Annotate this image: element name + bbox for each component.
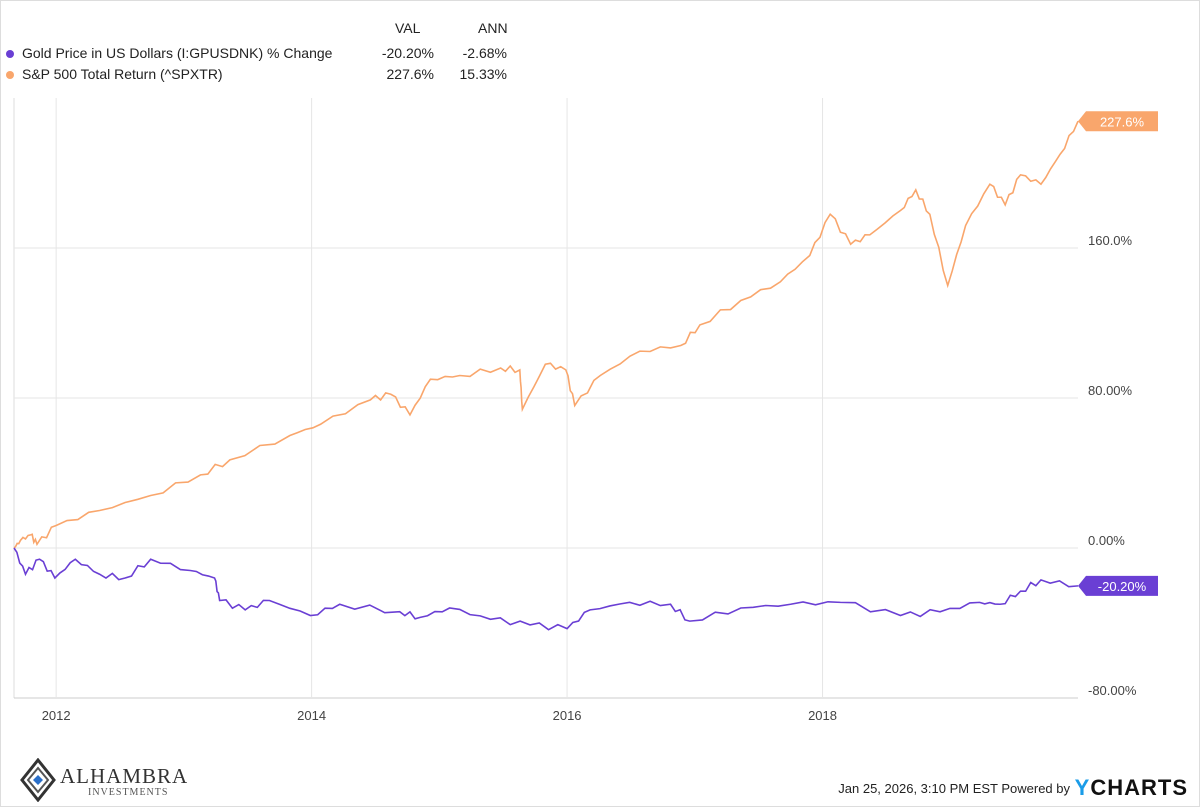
- legend-label: Gold Price in US Dollars (I:GPUSDNK) % C…: [22, 45, 333, 61]
- x-tick-label: 2014: [297, 708, 326, 723]
- x-tick-label: 2016: [553, 708, 582, 723]
- diamond-logo-icon: [20, 757, 56, 803]
- gold-dot-icon: [6, 50, 14, 58]
- ycharts-logo[interactable]: YCHARTS: [1075, 775, 1188, 801]
- sp500-dot-icon: [6, 71, 14, 79]
- x-tick-label: 2018: [808, 708, 837, 723]
- legend-header-ann: ANN: [478, 20, 508, 36]
- y-tick-label: 160.0%: [1088, 233, 1133, 248]
- y-tick-label: 80.00%: [1088, 383, 1133, 398]
- end-value-badge: [1078, 111, 1158, 132]
- legend-item-sp500[interactable]: S&P 500 Total Return (^SPXTR) 227.6% 15.…: [6, 66, 507, 82]
- logo-subtitle: INVESTMENTS: [88, 787, 169, 798]
- legend-item-gold[interactable]: Gold Price in US Dollars (I:GPUSDNK) % C…: [6, 45, 507, 61]
- series-line-gold: [13, 547, 1079, 631]
- end-value-badge: [1078, 575, 1158, 596]
- y-tick-label: -80.00%: [1088, 683, 1137, 698]
- x-tick-label: 2012: [42, 708, 71, 723]
- legend-ann: -2.68%: [462, 45, 507, 61]
- end-value-label: -20.20%: [1098, 579, 1147, 594]
- series-line-sp500: [13, 120, 1079, 549]
- timestamp: Jan 25, 2026, 3:10 PM EST Powered by: [838, 781, 1070, 796]
- y-tick-label: 0.00%: [1088, 533, 1125, 548]
- ycharts-y: Y: [1074, 775, 1091, 800]
- line-chart: -80.00% 0.00% 80.00% 160.0% 2012 2014 2016 2018…: [13, 98, 1158, 723]
- ycharts-text: CHARTS: [1090, 775, 1188, 800]
- end-value-label: 227.6%: [1100, 114, 1145, 129]
- legend-val: 227.6%: [386, 66, 434, 82]
- logo-title: ALHAMBRA: [60, 764, 189, 788]
- legend-val: -20.20%: [381, 45, 434, 61]
- legend-label: S&P 500 Total Return (^SPXTR): [22, 66, 223, 82]
- legend-ann: 15.33%: [459, 66, 507, 82]
- legend-header-val: VAL: [395, 20, 421, 36]
- alhambra-logo: ALHAMBRA INVESTMENTS: [20, 757, 187, 807]
